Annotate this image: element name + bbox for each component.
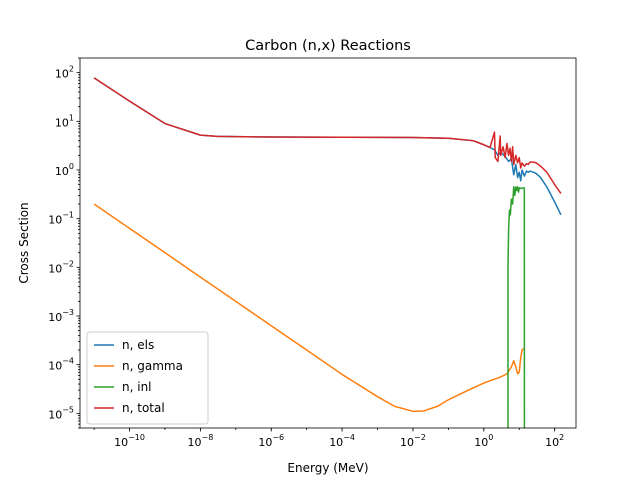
x-tick-label: 10−2 xyxy=(400,433,426,449)
plot-area xyxy=(93,77,562,428)
series-line-3 xyxy=(93,77,562,194)
chart-title: Carbon (n,x) Reactions xyxy=(245,38,411,54)
y-tick-label: 101 xyxy=(55,113,74,129)
legend: n, els n, gamma n, inl n, total xyxy=(86,331,209,425)
y-tick-label: 100 xyxy=(55,162,74,178)
legend-label: n, total xyxy=(122,401,165,415)
x-axis-ticks: 10−10 10−8 10−6 10−4 10−2 100 102 xyxy=(93,428,564,449)
y-tick-label: 10−5 xyxy=(48,405,74,421)
y-axis-ticks: 10−5 10−4 10−3 10−2 10−1 100 101 102 xyxy=(48,57,80,429)
x-tick-label: 10−10 xyxy=(114,433,145,449)
series-layer xyxy=(93,77,562,428)
y-tick-label: 102 xyxy=(55,65,74,81)
x-tick-label: 10−6 xyxy=(258,433,284,449)
series-line-2 xyxy=(507,186,526,428)
legend-label: n, gamma xyxy=(122,359,183,373)
axes-frame xyxy=(79,57,577,429)
legend-box xyxy=(86,331,209,425)
y-tick-label: 10−4 xyxy=(48,357,74,373)
legend-label: n, els xyxy=(122,338,154,352)
y-tick-label: 10−1 xyxy=(48,211,74,227)
x-tick-label: 10−8 xyxy=(187,433,213,449)
x-axis-label: Energy (MeV) xyxy=(287,461,368,475)
x-tick-label: 100 xyxy=(474,433,493,449)
x-tick-label: 10−4 xyxy=(329,433,355,449)
legend-label: n, inl xyxy=(122,380,152,394)
y-tick-label: 10−2 xyxy=(48,259,74,275)
y-tick-label: 10−3 xyxy=(48,308,74,324)
y-axis-label: Cross Section xyxy=(17,202,31,283)
series-line-1 xyxy=(93,203,525,413)
x-tick-label: 102 xyxy=(545,433,564,449)
